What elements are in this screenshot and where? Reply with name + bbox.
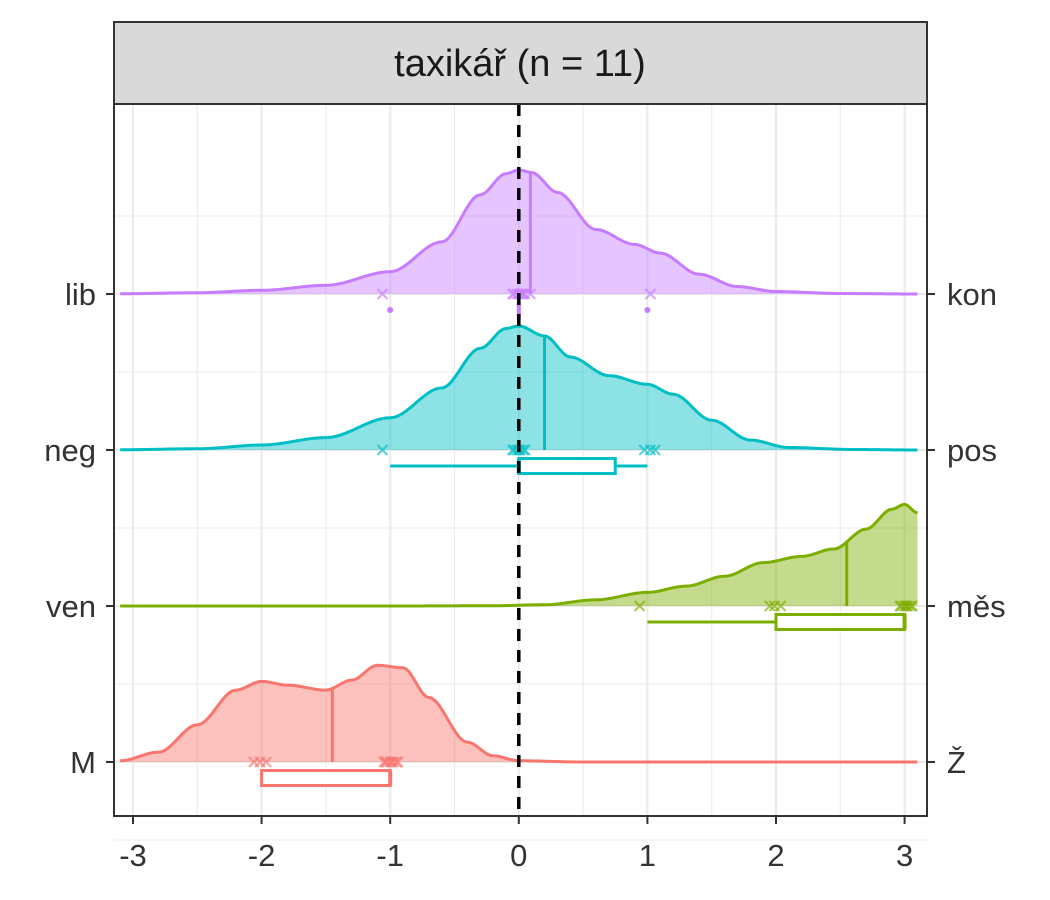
x-tick-label: 0 [510,838,527,873]
data-point [376,288,389,300]
y-left-label: ven [46,589,96,624]
data-point [774,600,787,612]
facet-title: taxikář (n = 11) [394,43,646,85]
x-tick-label: -3 [119,838,147,873]
x-tick-label: -2 [248,838,276,873]
box-outlier [387,307,394,313]
box-iqr [774,613,907,631]
y-axis-left: lib neg ven M [44,277,114,780]
x-tick-label: 2 [767,838,784,873]
x-tick-label: -1 [376,838,404,873]
plot-border [113,103,928,817]
density-area [120,665,918,762]
data-point [901,600,914,612]
density-area [120,504,918,606]
data-point [644,444,657,456]
data-point [524,288,537,300]
y-axis-right: kon pos měs Ž [927,277,1006,780]
y-right-label: pos [947,433,997,468]
y-right-label: Ž [947,745,966,780]
box-collapsed [516,302,521,320]
data-point [644,288,657,300]
strip-background [113,21,928,105]
data-point [376,444,389,456]
density-line [120,502,918,608]
data-point [519,444,531,456]
data-point [906,600,919,612]
y-left-label: neg [44,433,96,468]
ridge-row-M [120,663,918,787]
box-outlier [644,307,651,313]
box-iqr [517,457,617,475]
y-left-label: M [70,745,96,780]
y-left-label: lib [65,277,96,312]
box-iqr [260,769,392,787]
y-right-label: měs [947,589,1006,624]
data-point [387,756,400,768]
y-right-label: kon [947,277,997,312]
x-tick-label: 1 [639,838,656,873]
data-point [392,756,404,768]
x-axis: -3 -2 -1 0 1 2 3 [119,816,913,873]
data-point [633,600,646,612]
data-point [764,600,776,612]
data-point [260,756,273,768]
ridge-row-ven [120,502,919,631]
x-tick-label: 3 [896,838,913,873]
data-point [649,444,661,456]
